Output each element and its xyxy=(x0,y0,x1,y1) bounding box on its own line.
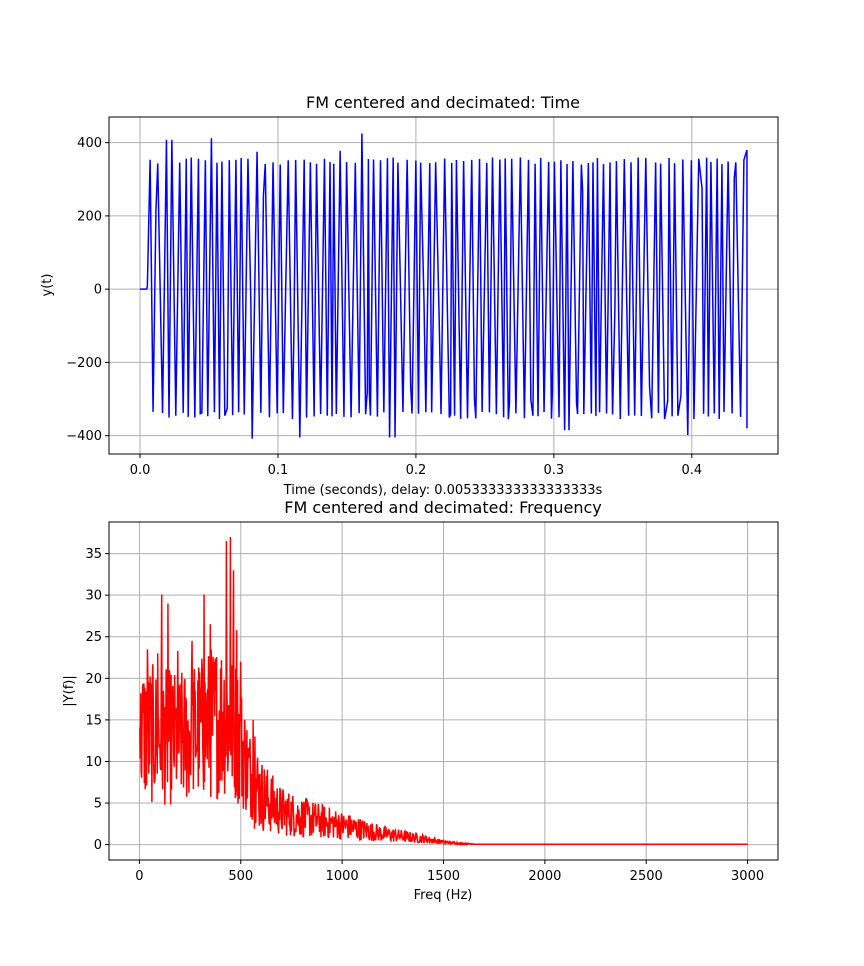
time-chart-grid xyxy=(109,117,778,454)
time-chart-y-ticks: −400 −200 0 200 400 xyxy=(66,136,109,444)
time-series-line xyxy=(140,133,748,439)
freq-x-tick-label: 1500 xyxy=(427,869,460,884)
time-y-tick-label: −200 xyxy=(66,356,102,371)
freq-y-tick-label: 15 xyxy=(85,713,102,728)
freq-chart-series xyxy=(139,536,748,847)
time-chart-y-label: y(t) xyxy=(40,274,55,297)
freq-y-tick-label: 5 xyxy=(94,797,102,812)
time-chart-title: FM centered and decimated: Time xyxy=(306,93,580,112)
freq-chart: FM centered and decimated: Frequency 0 50… xyxy=(62,498,779,903)
freq-x-tick-label: 0 xyxy=(135,869,143,884)
freq-chart-title: FM centered and decimated: Frequency xyxy=(284,498,602,517)
freq-chart-y-label: |Y(f)| xyxy=(62,675,77,706)
time-x-tick-label: 0.4 xyxy=(681,463,702,478)
time-chart-x-ticks: 0.0 0.1 0.2 0.3 0.4 xyxy=(130,454,702,478)
freq-series-line xyxy=(139,536,748,847)
time-x-tick-label: 0.2 xyxy=(406,463,427,478)
freq-y-tick-label: 30 xyxy=(85,589,102,604)
freq-chart-x-label: Freq (Hz) xyxy=(414,888,473,903)
freq-x-tick-label: 1000 xyxy=(326,869,359,884)
time-chart: FM centered and decimated: Time 0.0 0.1 0.… xyxy=(40,93,779,498)
freq-x-tick-label: 500 xyxy=(228,869,253,884)
time-y-tick-label: −400 xyxy=(66,429,102,444)
time-x-tick-label: 0.0 xyxy=(130,463,151,478)
freq-y-tick-label: 35 xyxy=(85,547,102,562)
freq-x-tick-label: 2000 xyxy=(528,869,561,884)
freq-y-tick-label: 10 xyxy=(85,755,102,770)
freq-x-tick-label: 2500 xyxy=(630,869,663,884)
freq-x-tick-label: 3000 xyxy=(731,869,764,884)
freq-chart-x-ticks: 0 500 1000 1500 2000 2500 3000 xyxy=(135,860,764,884)
freq-chart-y-ticks: 0 5 10 15 20 25 30 35 xyxy=(85,547,109,853)
time-chart-x-label: Time (seconds), delay: 0.005333333333333… xyxy=(283,483,603,498)
time-x-tick-label: 0.3 xyxy=(544,463,565,478)
time-x-tick-label: 0.1 xyxy=(268,463,289,478)
freq-y-tick-label: 25 xyxy=(85,630,102,645)
freq-y-tick-label: 20 xyxy=(85,672,102,687)
time-chart-series xyxy=(140,133,748,439)
freq-y-tick-label: 0 xyxy=(94,838,102,853)
time-y-tick-label: 200 xyxy=(77,209,102,224)
time-chart-frame xyxy=(108,116,779,455)
time-y-tick-label: 400 xyxy=(77,136,102,151)
time-y-tick-label: 0 xyxy=(94,283,102,298)
